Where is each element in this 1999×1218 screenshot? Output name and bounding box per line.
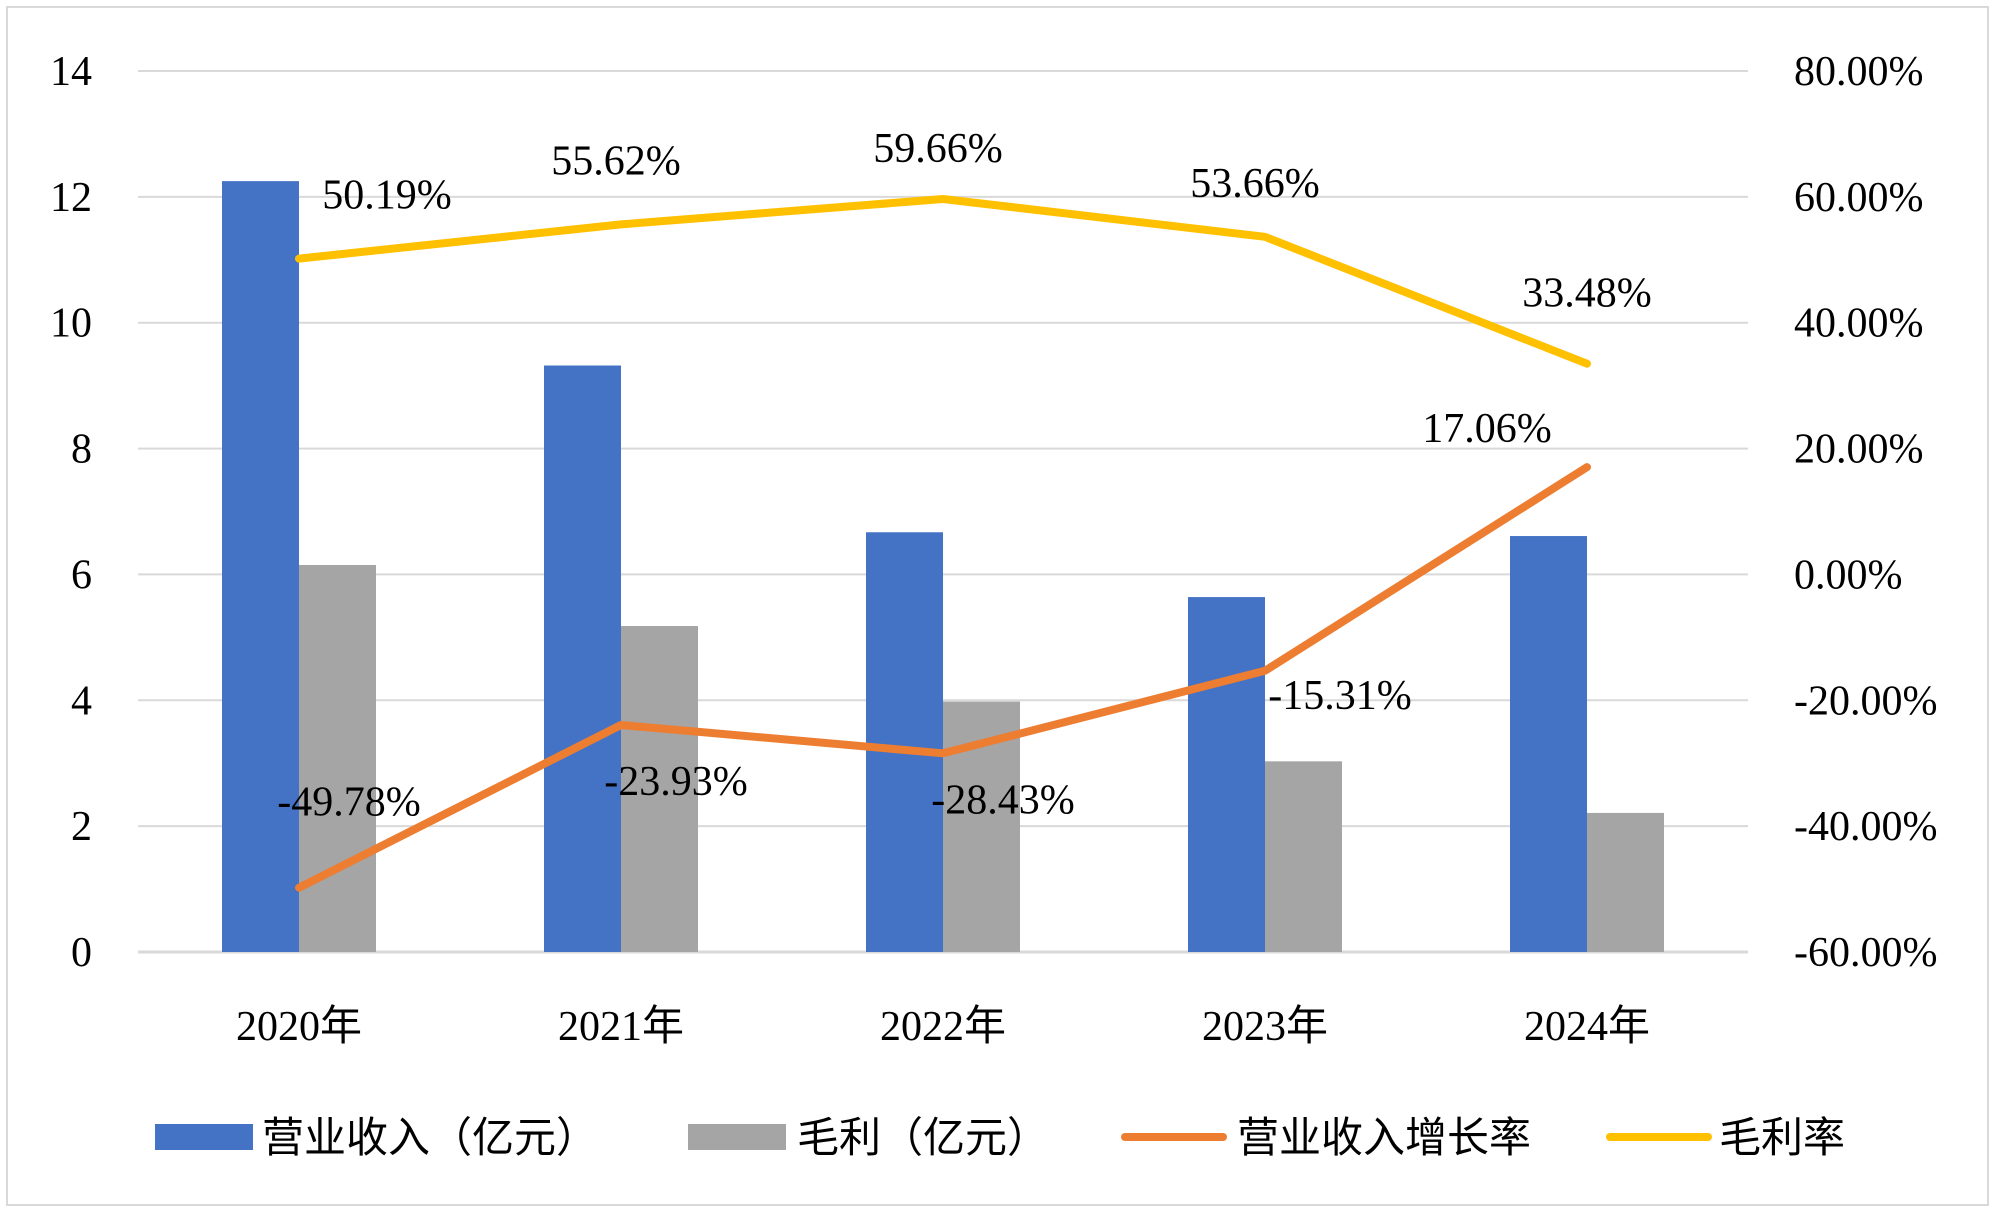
bar-revenue [544,365,621,952]
bar-gross-profit [621,626,698,952]
growth-rate-data-label: 17.06% [1422,406,1552,452]
left-axis-tick-label: 14 [50,49,92,95]
legend: 营业收入（亿元） 毛利（亿元） 营业收入增长率 毛利率 [155,1113,1845,1162]
bar-gross-profit [299,564,376,952]
bar-gross-profit [1587,812,1664,952]
left-axis-ticks: 0 2 4 6 8 10 12 14 [50,49,92,976]
legend-label: 营业收入（亿元） [262,1113,598,1162]
left-axis-tick-label: 4 [71,678,92,724]
right-axis-tick-label: 60.00% [1794,175,1924,221]
category-axis-ticks: 2020年 2021年 2022年 2023年 2024年 [236,1003,1650,1050]
bar-revenue [222,181,299,952]
line-series [295,195,1591,892]
left-axis-tick-label: 8 [71,427,92,473]
left-axis-tick-label: 6 [71,552,92,598]
left-axis-tick-label: 12 [50,175,92,221]
bar-revenue [1510,536,1587,952]
legend-item: 营业收入（亿元） [155,1113,598,1162]
right-axis-ticks: -60.00% -40.00% -20.00% 0.00% 20.00% 40.00% 60… [1794,49,1937,976]
category-tick-label: 2022年 [880,1003,1006,1050]
legend-swatch [155,1124,253,1150]
right-axis-tick-label: 40.00% [1794,301,1924,347]
legend-swatch [688,1124,786,1150]
gross-margin-data-label: 59.66% [873,126,1003,172]
gross-margin-data-label: 53.66% [1190,161,1320,207]
left-axis-tick-label: 10 [50,301,92,347]
right-axis-tick-label: 0.00% [1794,552,1903,598]
legend-item: 毛利率 [1606,1113,1845,1162]
growth-rate-data-label: -23.93% [604,759,747,805]
bar-gross-profit [1265,761,1342,952]
bar-revenue [1188,597,1265,952]
line-revenue-growth [295,463,1591,892]
growth-rate-data-label: -49.78% [277,780,420,826]
right-axis-tick-label: -60.00% [1794,930,1937,976]
growth-rate-data-label: -28.43% [931,777,1074,823]
category-tick-label: 2023年 [1202,1003,1328,1050]
bar-series [222,181,1664,952]
data-labels: -49.78% -23.93% -28.43% -15.31% 17.06% 50.19%… [277,126,1651,826]
gross-margin-data-label: 33.48% [1522,271,1652,317]
legend-item: 毛利（亿元） [688,1113,1049,1162]
category-tick-label: 2021年 [558,1003,684,1050]
gross-margin-data-label: 50.19% [322,173,452,219]
bar-revenue [866,532,943,952]
growth-rate-data-label: -15.31% [1268,673,1411,719]
right-axis-tick-label: -40.00% [1794,804,1937,850]
right-axis-tick-label: 20.00% [1794,427,1924,473]
left-axis-tick-label: 2 [71,804,92,850]
right-axis-tick-label: 80.00% [1794,49,1924,95]
legend-label: 毛利率 [1719,1113,1845,1162]
legend-label: 毛利（亿元） [797,1113,1049,1162]
category-tick-label: 2024年 [1524,1003,1650,1050]
line-gross-margin [295,195,1591,368]
legend-label: 营业收入增长率 [1237,1113,1531,1162]
left-axis-tick-label: 0 [71,930,92,976]
category-tick-label: 2020年 [236,1003,362,1050]
gross-margin-data-label: 55.62% [551,138,681,184]
legend-item: 营业收入增长率 [1121,1113,1531,1162]
right-axis-tick-label: -20.00% [1794,678,1937,724]
